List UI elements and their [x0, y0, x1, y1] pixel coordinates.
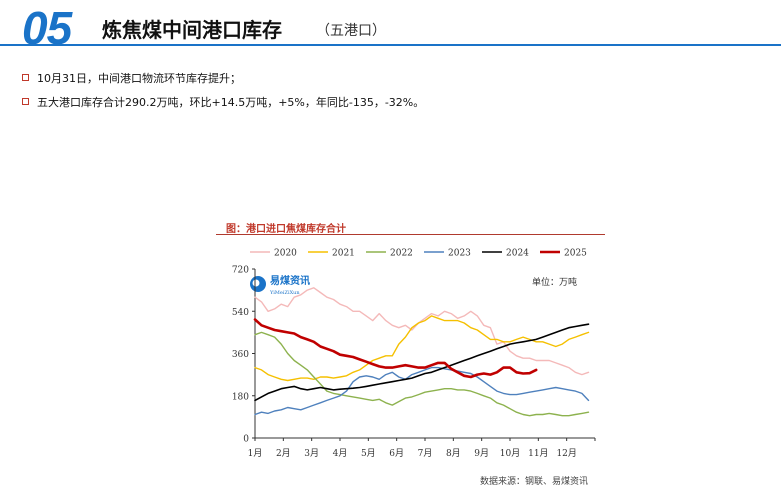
x-tick-label: 6月	[389, 448, 404, 459]
x-tick-label: 4月	[333, 448, 348, 459]
x-tick-label: 2月	[276, 448, 291, 459]
header-divider	[0, 44, 781, 46]
logo-icon-highlight	[252, 279, 260, 287]
bullet-text: 五大港口库存合计290.2万吨，环比+14.5万吨，+5%，年同比-135，-3…	[37, 96, 425, 109]
page-title: 炼焦煤中间港口库存	[102, 18, 282, 42]
series-line-2022	[254, 331, 590, 417]
chart-plot	[253, 287, 590, 417]
x-tick-label: 3月	[304, 448, 319, 459]
page-subtitle: （五港口）	[316, 23, 386, 39]
legend-label-2024: 2024	[506, 249, 529, 259]
bullet-square-icon	[22, 74, 29, 81]
chart-axes: 0 180 360 540 720 1月 2月 3月 4月 5月 6月 7月 8月 9月 10月 11月 12月	[232, 266, 596, 459]
legend-label-2025: 2025	[564, 249, 587, 259]
chart-title-divider	[216, 234, 605, 235]
y-tick-label: 720	[232, 266, 249, 276]
data-source: 数据来源：钢联、易煤资讯	[480, 477, 589, 487]
bullet-item: 五大港口库存合计290.2万吨，环比+14.5万吨，+5%，年同比-135，-3…	[22, 94, 424, 110]
series-line-2020	[254, 287, 590, 376]
unit-label: 单位：万吨	[532, 276, 577, 288]
x-tick-label: 12月	[556, 448, 576, 459]
legend-label-2020: 2020	[274, 249, 297, 259]
y-tick-label: 0	[243, 435, 249, 445]
series-line-2023	[254, 366, 590, 416]
bullet-text: 10月31日，中间港口物流环节库存提升；	[37, 72, 241, 85]
watermark-cn: 易煤资讯	[270, 274, 310, 287]
legend-label-2023: 2023	[448, 249, 471, 259]
x-tick-label: 9月	[474, 448, 489, 459]
x-tick-label: 5月	[361, 448, 376, 459]
y-tick-label: 360	[232, 350, 249, 360]
bullet-item: 10月31日，中间港口物流环节库存提升；	[22, 70, 241, 86]
legend-label-2022: 2022	[390, 249, 413, 259]
series-line-2024	[254, 323, 590, 402]
legend-label-2021: 2021	[332, 249, 355, 259]
y-tick-label: 540	[232, 308, 249, 318]
x-tick-label: 10月	[500, 448, 520, 459]
x-tick-label: 7月	[418, 448, 433, 459]
x-tick-label: 8月	[446, 448, 461, 459]
watermark-logo: 易煤资讯 YiMeiZiXun	[250, 274, 310, 296]
watermark-en: YiMeiZiXun	[269, 290, 300, 296]
x-tick-label: 1月	[248, 448, 263, 459]
x-tick-label: 11月	[528, 448, 548, 459]
y-tick-label: 180	[232, 392, 249, 402]
series-line-2025	[253, 318, 538, 379]
chart-title: 图：港口进口焦煤库存合计	[226, 224, 346, 235]
bullet-square-icon	[22, 98, 29, 105]
chart-legend: 2020 2021 2022 2023 2024 2025	[250, 249, 587, 259]
